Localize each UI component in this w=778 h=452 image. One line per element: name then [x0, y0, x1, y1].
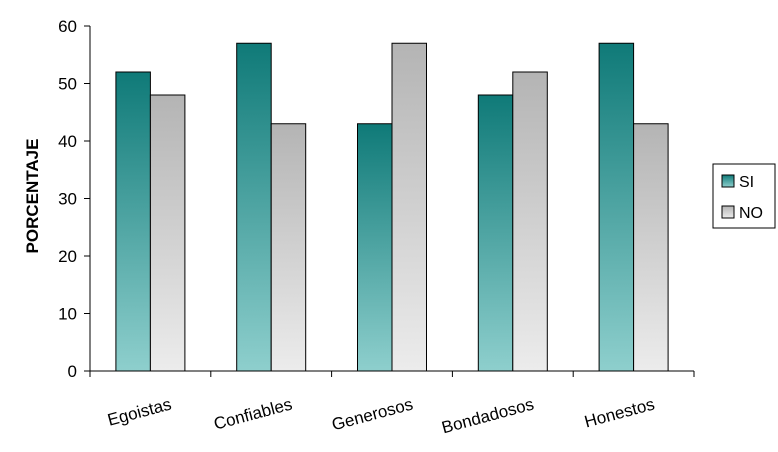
bar-si-egoistas: [115, 71, 151, 372]
category-labels: Egoistas Confiables Generosos Bondadosos Hon…: [106, 395, 657, 438]
y-tick-label: 20: [58, 247, 77, 266]
bar-si-honestos: [598, 42, 635, 372]
axes: [84, 25, 695, 377]
category-label: Bondadosos: [440, 395, 536, 438]
bar-si-bondadosos: [477, 94, 514, 372]
legend-label-no: NO: [739, 205, 763, 222]
bar-no-confiables: [270, 123, 307, 372]
y-tick-label: 60: [58, 17, 77, 36]
y-tick-label: 30: [58, 190, 77, 209]
y-tick-label: 40: [58, 132, 77, 151]
bar-no-bondadosos: [512, 71, 548, 372]
legend: SI NO: [712, 163, 776, 229]
legend-swatch-no: [721, 205, 735, 219]
bar-no-honestos: [633, 123, 669, 372]
y-tick-label: 10: [58, 305, 77, 324]
y-axis-label: PORCENTAJE: [23, 139, 42, 254]
category-label: Confiables: [212, 395, 295, 434]
bar-si-confiables: [236, 42, 272, 372]
bar-no-egoistas: [149, 94, 186, 372]
category-label: Egoistas: [106, 395, 174, 430]
y-tick-label: 50: [58, 75, 77, 94]
bars: [115, 42, 669, 372]
category-label: Generosos: [330, 395, 415, 435]
legend-label-si: SI: [739, 174, 754, 191]
bar-no-generosos: [391, 42, 427, 372]
legend-swatch-si: [721, 174, 735, 188]
y-tick-labels: 0 10 20 30 40 50 60: [58, 17, 77, 381]
bar-si-generosos: [357, 123, 393, 372]
category-label: Honestos: [582, 395, 656, 432]
y-tick-label: 0: [68, 362, 77, 381]
